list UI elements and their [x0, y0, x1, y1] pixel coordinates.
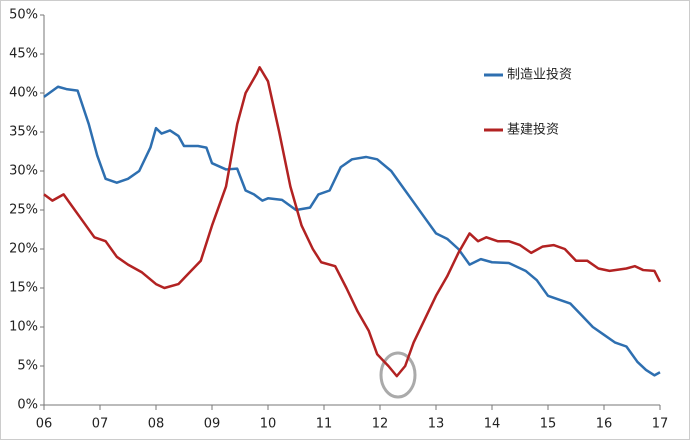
- x-tick-label: 12: [372, 417, 389, 432]
- x-tick-label: 14: [484, 417, 501, 432]
- highlight-circle: [379, 351, 417, 399]
- y-tick-label: 45%: [9, 47, 38, 62]
- y-tick-label: 30%: [9, 164, 38, 179]
- x-tick-label: 08: [148, 417, 165, 432]
- x-tick-label: 17: [652, 417, 669, 432]
- y-tick-label: 50%: [9, 8, 38, 23]
- series-line: [43, 85, 661, 377]
- x-tick-label: 07: [92, 417, 109, 432]
- y-tick-label: 15%: [9, 281, 38, 296]
- x-tick-label: 15: [540, 417, 557, 432]
- x-tick-label: 10: [260, 417, 277, 432]
- x-tick-label: 06: [36, 417, 53, 432]
- legend-label: 基建投资: [507, 122, 559, 138]
- legend-label: 制造业投资: [507, 67, 572, 83]
- x-tick-label: 09: [204, 417, 221, 432]
- y-tick-label: 0%: [17, 398, 38, 413]
- y-tick-label: 25%: [9, 203, 38, 218]
- x-tick-label: 13: [428, 417, 445, 432]
- y-tick-label: 35%: [9, 125, 38, 140]
- y-tick-label: 40%: [9, 86, 38, 101]
- x-tick-label: 16: [596, 417, 613, 432]
- x-tick-label: 11: [316, 417, 333, 432]
- y-tick-label: 20%: [9, 242, 38, 257]
- series-line: [43, 66, 662, 378]
- y-tick-label: 5%: [17, 359, 38, 374]
- y-tick-label: 10%: [9, 320, 38, 335]
